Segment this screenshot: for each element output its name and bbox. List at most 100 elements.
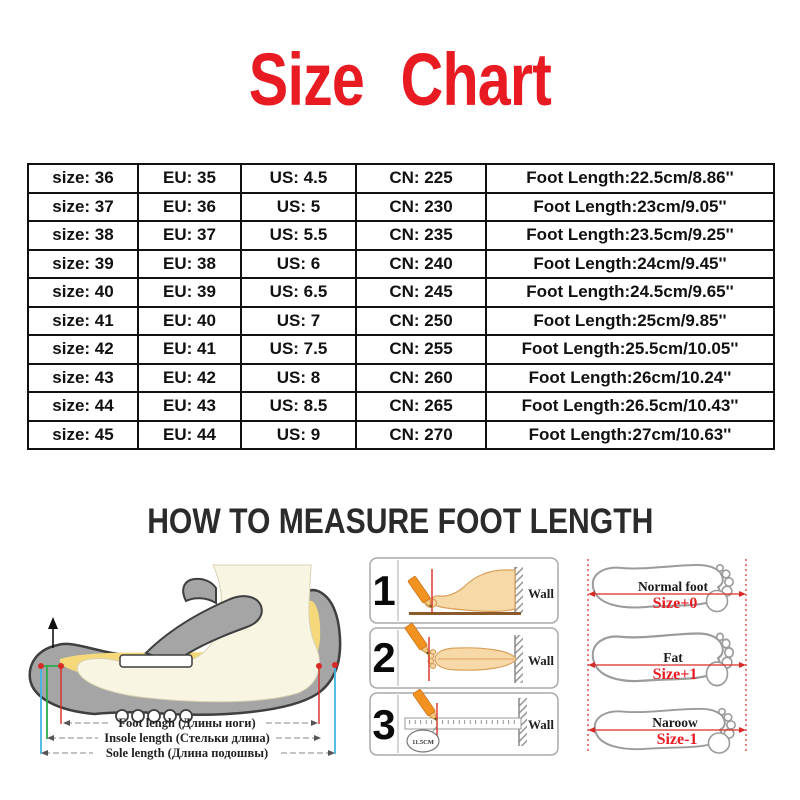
table-cell: US: 8	[240, 362, 357, 393]
table-cell: US: 5	[240, 191, 357, 222]
ground-line	[409, 612, 521, 615]
page-title-text: Size Chart	[248, 38, 552, 121]
table-cell: CN: 240	[355, 248, 487, 279]
table-cell: EU: 38	[137, 248, 242, 279]
size-conversion-table: size: 36 EU: 35 US: 4.5 CN: 225 Foot Length:…	[27, 163, 775, 450]
table-cell: Foot Length:26.5cm/10.43''	[485, 391, 775, 422]
table-cell: EU: 36	[137, 191, 242, 222]
foot-width-diagram: Normal foot Size+0 Fat Size+1 Naroow Siz…	[587, 559, 747, 754]
table-row: size: 37 EU: 36 US: 5 CN: 230 Foot Length:23…	[27, 191, 775, 222]
foot-type-size: Size+0	[653, 595, 698, 612]
table-cell: EU: 44	[137, 419, 242, 450]
foot-type-normal: Normal foot Size+0	[588, 563, 746, 613]
table-row: size: 36 EU: 35 US: 4.5 CN: 225 Foot Length:…	[27, 163, 775, 194]
table-cell: US: 4.5	[240, 163, 357, 194]
sole-tread	[115, 709, 193, 723]
table-cell: EU: 37	[137, 220, 242, 251]
table-row: size: 41 EU: 40 US: 7 CN: 250 Foot Length:25…	[27, 305, 775, 336]
table-cell: CN: 230	[355, 191, 487, 222]
table-cell: size: 42	[27, 334, 139, 365]
table-cell: Foot Length:22.5cm/8.86''	[485, 163, 775, 194]
foot-type-name: Fat	[663, 650, 683, 665]
table-cell: size: 43	[27, 362, 139, 393]
step-1-number: 1	[372, 567, 395, 614]
table-cell: US: 7	[240, 305, 357, 336]
table-cell: EU: 39	[137, 277, 242, 308]
table-cell: CN: 235	[355, 220, 487, 251]
ruler-note-bubble	[406, 729, 440, 753]
table-cell: CN: 225	[355, 163, 487, 194]
table-cell: EU: 43	[137, 391, 242, 422]
ruler-note-text: 11.5CM	[412, 739, 434, 746]
table-cell: Foot Length:27cm/10.63''	[485, 419, 775, 450]
table-cell: Foot Length:23cm/9.05''	[485, 191, 775, 222]
section-heading-text: HOW TO MEASURE FOOT LENGTH	[146, 502, 654, 541]
toe-notch	[119, 654, 193, 668]
size-table-body: size: 36 EU: 35 US: 4.5 CN: 225 Foot Length:…	[27, 163, 775, 450]
measuring-steps-diagram: 1 Wall 2 Wall 3	[369, 557, 559, 756]
table-row: size: 43 EU: 42 US: 8 CN: 260 Foot Length:26…	[27, 362, 775, 393]
table-cell: US: 8.5	[240, 391, 357, 422]
section-heading: HOW TO MEASURE FOOT LENGTH	[0, 502, 800, 542]
table-cell: size: 41	[27, 305, 139, 336]
table-cell: size: 38	[27, 220, 139, 251]
step-1: 1 Wall	[369, 557, 559, 624]
sole-length-label: Sole length (Длина подошвы)	[106, 746, 268, 760]
table-cell: Foot Length:25cm/9.85''	[485, 305, 775, 336]
table-cell: Foot Length:25.5cm/10.05''	[485, 334, 775, 365]
table-cell: size: 37	[27, 191, 139, 222]
foot-type-size: Size+1	[653, 666, 698, 683]
foot-length-label: Foot lengh (Длины ноги)	[118, 716, 255, 730]
table-row: size: 45 EU: 44 US: 9 CN: 270 Foot Length:27…	[27, 419, 775, 450]
step-1-wall-label: Wall	[528, 586, 554, 601]
table-cell: CN: 260	[355, 362, 487, 393]
insole-length-label: Insole length (Стельки длина)	[104, 731, 270, 745]
table-cell: CN: 265	[355, 391, 487, 422]
table-row: size: 44 EU: 43 US: 8.5 CN: 265 Foot Length:…	[27, 391, 775, 422]
step-3-number: 3	[372, 701, 395, 748]
step-3: 3 11.5CM Wall	[369, 688, 559, 756]
table-cell: CN: 255	[355, 334, 487, 365]
foot-type-size: Size-1	[657, 731, 698, 748]
table-cell: size: 45	[27, 419, 139, 450]
table-cell: size: 36	[27, 163, 139, 194]
table-cell: EU: 41	[137, 334, 242, 365]
table-cell: Foot Length:26cm/10.24''	[485, 362, 775, 393]
page-title: Size Chart	[0, 40, 800, 120]
table-cell: Foot Length:24cm/9.45''	[485, 248, 775, 279]
table-cell: US: 6.5	[240, 277, 357, 308]
table-cell: US: 5.5	[240, 220, 357, 251]
foot-side-view	[431, 569, 516, 612]
table-cell: Foot Length:23.5cm/9.25''	[485, 220, 775, 251]
step-2: 2 Wall	[369, 622, 559, 689]
table-row: size: 42 EU: 41 US: 7.5 CN: 255 Foot Length:…	[27, 334, 775, 365]
table-cell: EU: 40	[137, 305, 242, 336]
table-row: size: 39 EU: 38 US: 6 CN: 240 Foot Length:24…	[27, 248, 775, 279]
table-cell: CN: 270	[355, 419, 487, 450]
step-3-wall-label: Wall	[528, 717, 554, 732]
table-cell: CN: 245	[355, 277, 487, 308]
table-cell: EU: 35	[137, 163, 242, 194]
table-cell: size: 40	[27, 277, 139, 308]
table-cell: CN: 250	[355, 305, 487, 336]
foot-type-fat: Fat Size+1	[588, 632, 746, 687]
table-cell: US: 7.5	[240, 334, 357, 365]
table-row: size: 38 EU: 37 US: 5.5 CN: 235 Foot Length:…	[27, 220, 775, 251]
step-2-number: 2	[372, 634, 395, 681]
ankle-strap-shape	[182, 577, 217, 605]
table-cell: size: 44	[27, 391, 139, 422]
step-2-wall-label: Wall	[528, 653, 554, 668]
shoe-measurement-diagram: Foot lengh (Длины ноги) Insole length (С…	[28, 564, 342, 760]
foot-type-name: Naroow	[652, 715, 698, 730]
table-row: size: 40 EU: 39 US: 6.5 CN: 245 Foot Length:…	[27, 277, 775, 308]
table-cell: Foot Length:24.5cm/9.65''	[485, 277, 775, 308]
table-cell: EU: 42	[137, 362, 242, 393]
up-arrow-icon	[48, 617, 58, 629]
measurement-lines	[38, 617, 338, 756]
foot-type-name: Normal foot	[638, 579, 709, 594]
foot-type-narrow: Naroow Size-1	[588, 707, 746, 754]
table-cell: size: 39	[27, 248, 139, 279]
table-cell: US: 9	[240, 419, 357, 450]
table-cell: US: 6	[240, 248, 357, 279]
